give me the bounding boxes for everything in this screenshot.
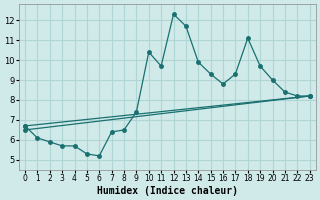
- X-axis label: Humidex (Indice chaleur): Humidex (Indice chaleur): [97, 186, 238, 196]
